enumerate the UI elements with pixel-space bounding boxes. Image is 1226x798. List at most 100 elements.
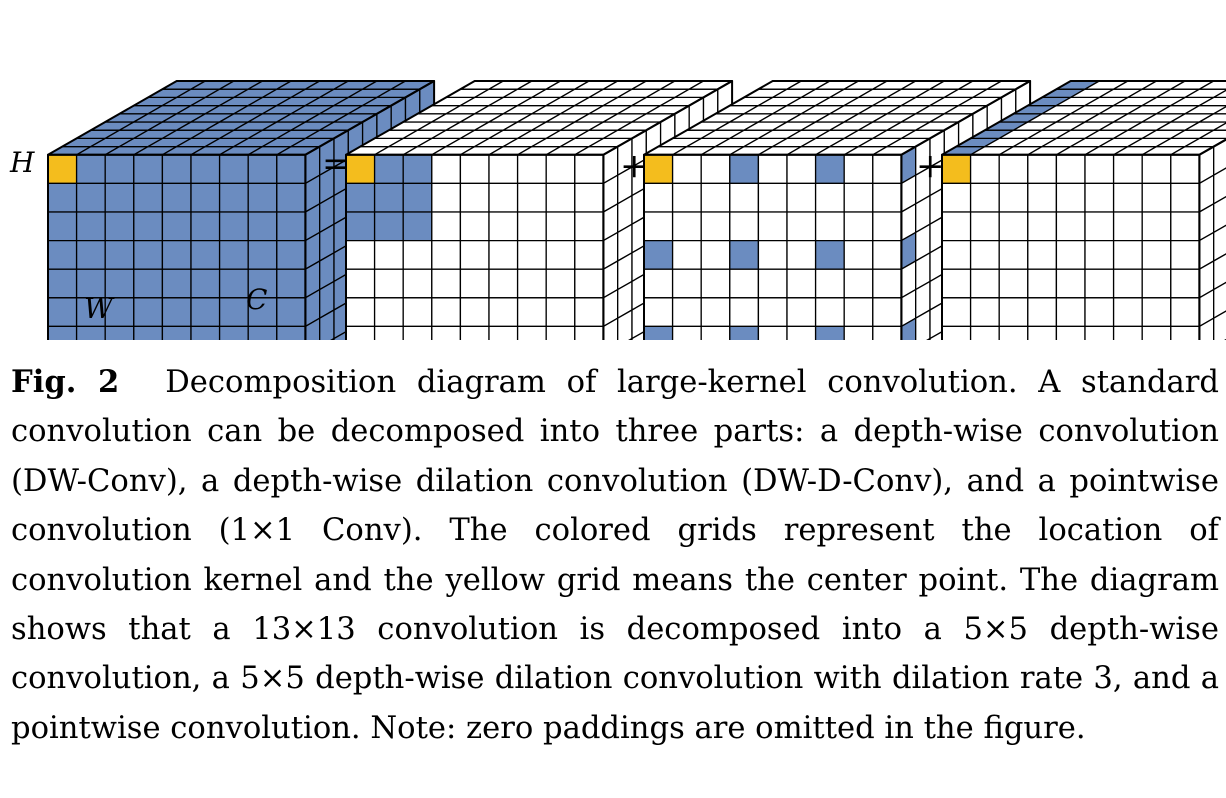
front-cell xyxy=(545,211,576,242)
front-cell xyxy=(190,239,221,270)
front-cell xyxy=(729,325,760,340)
side-cell xyxy=(304,317,321,340)
front-cell xyxy=(574,239,605,270)
front-cell xyxy=(431,297,462,328)
front-cell xyxy=(969,182,1000,213)
front-cell xyxy=(402,325,433,340)
front-cell xyxy=(345,268,376,299)
front-cell xyxy=(1084,211,1115,242)
top-cell xyxy=(1184,104,1226,115)
front-cell xyxy=(75,239,106,270)
front-cell xyxy=(700,268,731,299)
front-cell xyxy=(643,182,674,213)
side-cell xyxy=(900,317,917,340)
channel-axis-label: C xyxy=(246,283,267,316)
height-axis-label: H xyxy=(9,146,35,179)
front-cell xyxy=(218,239,249,270)
front-cell xyxy=(969,325,1000,340)
top-cell xyxy=(1184,121,1226,131)
top-cell xyxy=(1213,89,1226,99)
front-cell xyxy=(1084,154,1115,185)
front-cell xyxy=(814,154,845,185)
front-cell xyxy=(729,268,760,299)
front-cell xyxy=(373,154,404,185)
front-cell xyxy=(161,182,192,213)
front-cell xyxy=(1055,297,1086,328)
front-cell xyxy=(969,297,1000,328)
front-cell xyxy=(218,325,249,340)
front-cell xyxy=(998,239,1029,270)
front-cell xyxy=(729,182,760,213)
front-cell xyxy=(190,154,221,185)
front-cell xyxy=(516,325,547,340)
front-cell xyxy=(1084,239,1115,270)
front-cell xyxy=(643,211,674,242)
front-cell xyxy=(161,268,192,299)
front-cell xyxy=(671,239,702,270)
front-cell xyxy=(47,268,78,299)
front-cell xyxy=(1141,211,1172,242)
convolution-decomposition-figure: H W C = + + xyxy=(9,80,1226,340)
front-cell xyxy=(276,325,307,340)
front-cell xyxy=(998,325,1029,340)
front-cell xyxy=(872,182,903,213)
front-cell xyxy=(190,325,221,340)
front-cell xyxy=(814,268,845,299)
front-cell xyxy=(190,211,221,242)
front-cell xyxy=(574,325,605,340)
front-cell xyxy=(872,154,903,185)
front-cell xyxy=(402,211,433,242)
front-cell xyxy=(488,239,519,270)
front-cell xyxy=(133,154,164,185)
front-cell xyxy=(700,154,731,185)
front-cell xyxy=(247,325,278,340)
front-cell xyxy=(75,182,106,213)
front-cell xyxy=(757,154,788,185)
side-cell xyxy=(929,329,945,340)
front-cell xyxy=(516,297,547,328)
front-cell xyxy=(516,239,547,270)
front-cell xyxy=(431,211,462,242)
front-cell xyxy=(998,297,1029,328)
front-cell xyxy=(47,325,78,340)
front-cell xyxy=(1055,325,1086,340)
side-cell xyxy=(1213,310,1226,340)
front-cell xyxy=(843,239,874,270)
front-cell xyxy=(218,268,249,299)
front-cell xyxy=(545,154,576,185)
front-cell xyxy=(133,211,164,242)
front-cell xyxy=(47,211,78,242)
front-cell xyxy=(47,182,78,213)
front-cell xyxy=(488,325,519,340)
front-cell xyxy=(161,297,192,328)
front-cell xyxy=(843,268,874,299)
front-cell xyxy=(1084,182,1115,213)
front-cell xyxy=(1027,325,1058,340)
front-cell xyxy=(459,268,490,299)
side-cell xyxy=(602,317,619,340)
front-cell xyxy=(373,297,404,328)
front-cell xyxy=(345,211,376,242)
front-cell xyxy=(574,154,605,185)
front-cell xyxy=(247,239,278,270)
front-cell xyxy=(545,268,576,299)
front-cell xyxy=(574,297,605,328)
front-cell xyxy=(218,297,249,328)
side-cell xyxy=(1213,195,1226,234)
front-cell xyxy=(276,297,307,328)
front-cell xyxy=(671,154,702,185)
front-cell xyxy=(345,325,376,340)
front-cell xyxy=(104,325,135,340)
front-cell xyxy=(1055,268,1086,299)
front-cell xyxy=(1027,211,1058,242)
front-cell xyxy=(574,182,605,213)
front-cell xyxy=(969,239,1000,270)
front-cell xyxy=(757,268,788,299)
front-cell xyxy=(843,154,874,185)
front-cell xyxy=(190,268,221,299)
front-cell xyxy=(1141,239,1172,270)
front-cell xyxy=(1027,154,1058,185)
front-cell xyxy=(786,268,817,299)
front-cell xyxy=(75,211,106,242)
top-cell xyxy=(1213,122,1226,131)
